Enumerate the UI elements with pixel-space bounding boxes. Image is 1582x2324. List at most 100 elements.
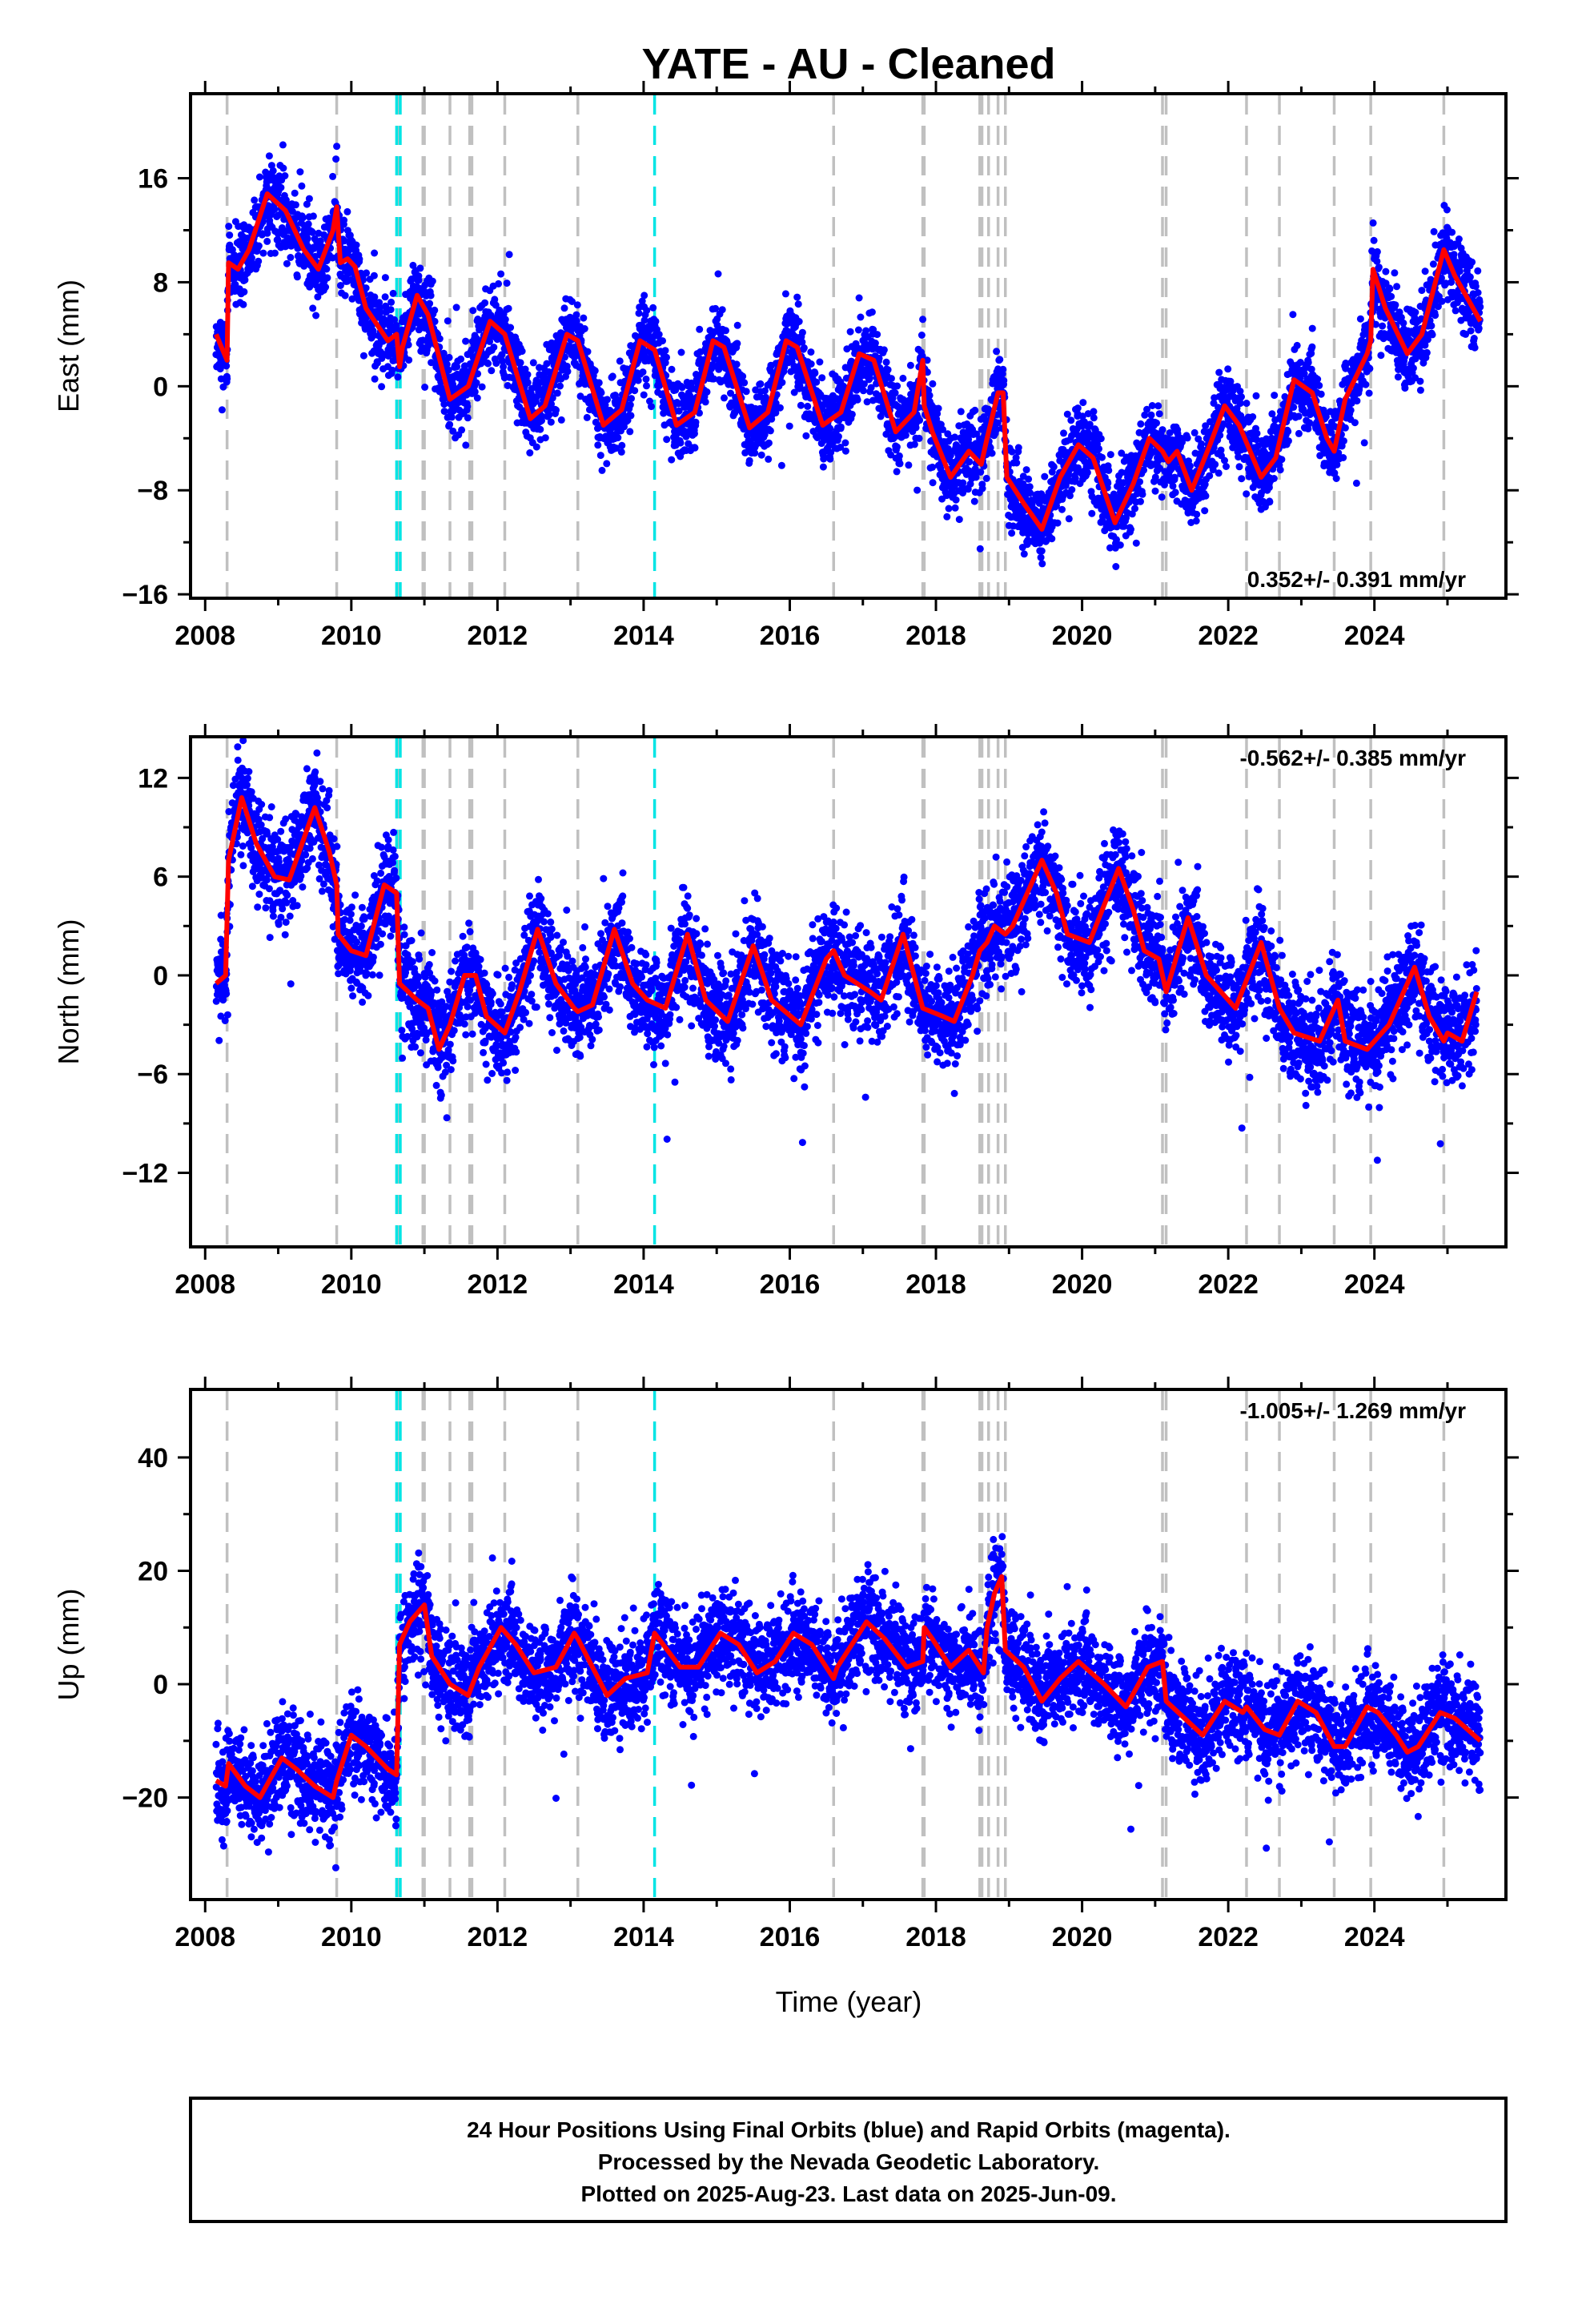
data-point: [1147, 411, 1155, 419]
data-point: [1332, 475, 1340, 482]
data-point: [543, 360, 551, 368]
data-point: [652, 317, 660, 325]
data-point: [919, 316, 927, 324]
data-point: [891, 389, 899, 397]
data-point: [906, 361, 914, 369]
data-point: [643, 382, 650, 390]
data-point: [243, 234, 251, 242]
data-point: [945, 505, 953, 513]
data-point: [553, 389, 561, 397]
data-point: [501, 316, 509, 324]
data-point: [1068, 486, 1076, 493]
data-point: [457, 355, 465, 363]
data-point: [1041, 472, 1049, 480]
data-point: [1235, 453, 1243, 461]
data-point: [627, 412, 635, 420]
data-point: [1025, 475, 1033, 483]
data-point: [616, 357, 624, 365]
data-point: [696, 325, 704, 333]
data-point: [279, 164, 287, 172]
data-point: [807, 360, 815, 368]
data-point: [691, 444, 699, 452]
data-point: [217, 375, 225, 383]
data-point: [696, 409, 703, 417]
data-point: [240, 287, 248, 296]
data-point: [1104, 479, 1112, 487]
data-point: [978, 485, 986, 493]
data-point: [1178, 438, 1186, 446]
data-point: [329, 172, 337, 180]
data-point: [663, 353, 670, 361]
data-point: [471, 388, 479, 396]
data-point: [1270, 475, 1278, 482]
data-point: [1186, 462, 1194, 470]
data-point: [626, 428, 634, 436]
data-point: [1315, 381, 1323, 389]
data-point: [1112, 563, 1120, 570]
data-point: [777, 461, 785, 469]
data-point: [1090, 408, 1098, 416]
data-point: [1116, 541, 1124, 549]
data-point: [853, 396, 861, 404]
data-point: [548, 400, 555, 408]
data-point: [859, 387, 867, 395]
data-point: [427, 292, 435, 300]
data-point: [797, 401, 805, 409]
data-point: [952, 496, 960, 504]
data-point: [895, 452, 903, 460]
data-point: [281, 172, 289, 179]
data-point: [591, 367, 599, 375]
data-point: [478, 383, 486, 391]
data-point: [561, 353, 568, 361]
data-point: [271, 249, 279, 257]
data-point: [303, 200, 311, 208]
data-point: [548, 394, 556, 402]
data-point: [255, 242, 263, 250]
data-point: [929, 463, 937, 471]
data-point: [880, 346, 888, 354]
data-point: [1278, 456, 1286, 464]
data-point: [612, 444, 620, 452]
data-point: [640, 316, 648, 324]
data-point: [905, 461, 913, 469]
data-point: [449, 427, 457, 435]
data-point: [287, 254, 295, 261]
data-point: [1206, 472, 1214, 480]
data-point: [381, 274, 389, 282]
data-point: [1074, 404, 1082, 412]
data-point: [1268, 410, 1276, 418]
data-point: [993, 348, 1001, 356]
data-point: [464, 403, 472, 411]
data-point: [373, 359, 381, 367]
data-point: [1224, 365, 1232, 373]
data-point: [1083, 468, 1091, 476]
data-point: [1106, 451, 1114, 459]
data-point: [1238, 393, 1245, 400]
data-point: [371, 375, 379, 383]
data-point: [583, 413, 591, 421]
data-point: [274, 235, 282, 243]
data-point: [283, 259, 291, 267]
chart-title: YATE - AU - Cleaned: [641, 40, 1055, 88]
data-point: [1170, 473, 1178, 481]
data-point: [608, 372, 616, 380]
data-point: [1078, 412, 1086, 420]
data-point: [564, 368, 572, 376]
data-point: [469, 307, 477, 315]
data-point: [1037, 553, 1045, 561]
data-point: [595, 379, 603, 387]
data-point: [1327, 428, 1335, 436]
data-point: [580, 314, 588, 322]
data-point: [893, 468, 901, 476]
data-point: [982, 474, 990, 482]
data-point: [1202, 492, 1210, 500]
data-point: [255, 257, 263, 265]
data-point: [986, 444, 994, 452]
data-point: [1151, 487, 1159, 495]
data-point: [1038, 547, 1046, 555]
data-point: [913, 486, 921, 494]
data-point: [863, 398, 871, 406]
data-point: [277, 183, 285, 191]
data-point: [500, 363, 508, 371]
data-point: [495, 279, 503, 287]
